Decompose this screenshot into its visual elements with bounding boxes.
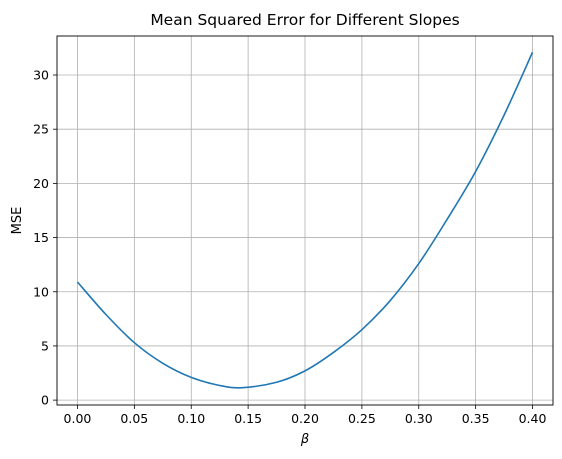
y-tick-label: 15 bbox=[33, 230, 49, 245]
y-tick-label: 20 bbox=[33, 176, 49, 191]
x-tick-label: 0.25 bbox=[348, 411, 376, 426]
y-axis-label: MSE bbox=[10, 207, 25, 235]
series-layer bbox=[76, 51, 534, 389]
tick-layer: 0.00 0.05 0.10 0.15 0.20 0.25 0.30 0.35 0.40 0 5 10… bbox=[33, 68, 546, 426]
x-tick-label: 0.15 bbox=[234, 411, 262, 426]
grid-lines bbox=[57, 36, 553, 405]
y-tick-label: 10 bbox=[33, 284, 49, 299]
x-tick-label: 0.40 bbox=[519, 411, 547, 426]
x-tick-label: 0.35 bbox=[462, 411, 490, 426]
x-tick-label: 0.05 bbox=[120, 411, 148, 426]
y-tick-label: 25 bbox=[33, 122, 49, 137]
x-tick-label: 0.30 bbox=[405, 411, 433, 426]
y-tick-label: 5 bbox=[41, 338, 49, 353]
x-tick-label: 0.20 bbox=[291, 411, 319, 426]
mse-series-line bbox=[76, 51, 534, 389]
x-axis-label: β bbox=[300, 432, 309, 447]
x-tick-label: 0.00 bbox=[64, 411, 92, 426]
y-tick-label: 30 bbox=[33, 68, 49, 83]
x-tick-label: 0.10 bbox=[177, 411, 205, 426]
y-tick-label: 0 bbox=[41, 393, 49, 408]
chart-title: Mean Squared Error for Different Slopes bbox=[150, 11, 459, 29]
